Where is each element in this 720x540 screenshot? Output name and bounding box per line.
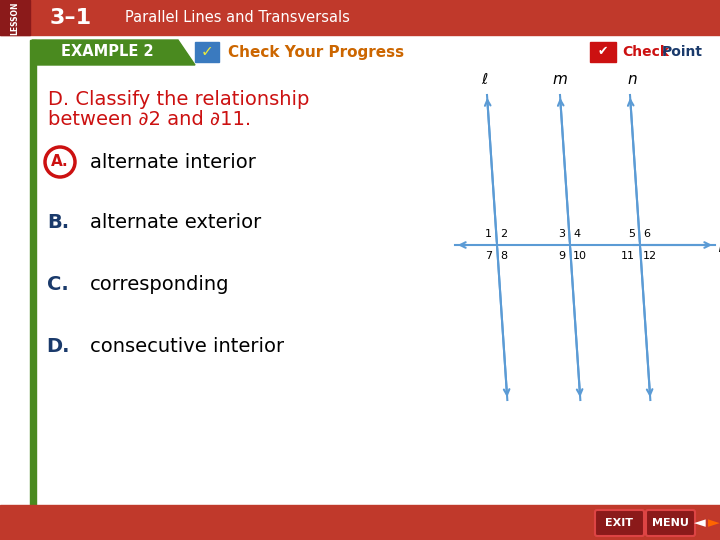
Text: consecutive interior: consecutive interior [90,336,284,355]
Text: A.: A. [51,154,69,170]
Text: Point: Point [662,45,703,59]
Text: 3: 3 [558,229,565,239]
Text: Check Your Progress: Check Your Progress [228,44,404,59]
Bar [0,0,720,35]
Text: 6: 6 [643,229,650,239]
Bar [590,42,616,62]
Text: ✓: ✓ [201,44,213,59]
Text: ✔: ✔ [598,45,608,58]
Text: 10: 10 [573,251,587,261]
Text: between ∂2 and ∂11.: between ∂2 and ∂11. [48,110,251,129]
FancyBboxPatch shape [595,510,644,536]
Bar [195,42,219,62]
Text: EXAMPLE 2: EXAMPLE 2 [60,44,153,59]
Text: Parallel Lines and Transversals: Parallel Lines and Transversals [125,10,350,25]
Text: LESSON: LESSON [11,1,19,35]
Text: 11: 11 [621,251,635,261]
Text: B.: B. [47,213,69,232]
Text: 3–1: 3–1 [50,8,92,28]
Text: alternate interior: alternate interior [90,152,256,172]
Text: MENU: MENU [652,518,688,528]
Text: C.: C. [47,274,69,294]
Text: EXIT: EXIT [605,518,633,528]
Text: 9: 9 [558,251,565,261]
Text: 4: 4 [573,229,580,239]
Text: 8: 8 [500,251,507,261]
Text: p: p [718,238,720,253]
Text: $\ell$: $\ell$ [481,72,489,87]
Text: D.: D. [46,336,70,355]
Text: corresponding: corresponding [90,274,230,294]
FancyBboxPatch shape [646,510,695,536]
Text: 7: 7 [485,251,492,261]
Text: 1: 1 [485,229,492,239]
Text: $n$: $n$ [626,72,637,87]
Bar [0,505,720,540]
Text: 12: 12 [643,251,657,261]
Text: 5: 5 [628,229,635,239]
Text: $m$: $m$ [552,72,568,87]
Polygon shape [32,40,195,65]
Bar [36,40,720,505]
Text: 2: 2 [500,229,507,239]
Bar [0,0,30,35]
Text: alternate exterior: alternate exterior [90,213,261,232]
Text: Check: Check [622,45,669,59]
Text: ►: ► [708,516,720,530]
Bar [30,40,36,505]
Text: ◄: ◄ [694,516,706,530]
Text: D. Classify the relationship: D. Classify the relationship [48,90,310,109]
